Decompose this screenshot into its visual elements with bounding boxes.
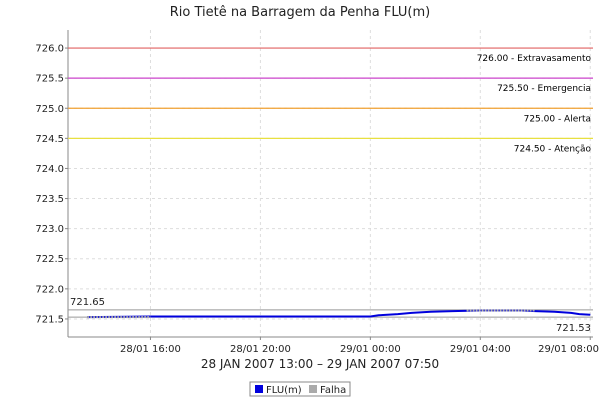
x-tick-label: 29/01 00:00 bbox=[340, 344, 401, 355]
y-tick-label: 724.0 bbox=[35, 164, 64, 175]
y-tick-label: 722.0 bbox=[35, 284, 64, 295]
x-tick-label: 29/01 04:00 bbox=[450, 344, 511, 355]
legend-box bbox=[249, 381, 351, 397]
series-line-flu bbox=[87, 309, 591, 319]
legend-swatch bbox=[255, 385, 263, 393]
reference-label-current: 721.53 bbox=[556, 323, 591, 334]
x-tick-label: 28/01 16:00 bbox=[120, 344, 181, 355]
x-tick-label: 29/01 08:00 bbox=[538, 344, 599, 355]
x-tick-label: 28/01 20:00 bbox=[230, 344, 291, 355]
legend-label: FLU(m) bbox=[266, 385, 302, 396]
x-axis-label: 28 JAN 2007 13:00 – 29 JAN 2007 07:50 bbox=[201, 357, 439, 371]
y-tick-label: 726.0 bbox=[35, 44, 64, 55]
legend-label: Falha bbox=[320, 385, 346, 396]
plot-area: 721.5 722.0 722.5 723.0 723.5 724.0 724.5 725.0… bbox=[35, 30, 599, 355]
y-tick-label: 724.5 bbox=[35, 134, 64, 145]
y-tick-label: 725.5 bbox=[35, 74, 64, 85]
reference-label-max: 721.65 bbox=[70, 297, 105, 308]
y-tick-label: 723.0 bbox=[35, 224, 64, 235]
threshold-label: 724.50 - Atenção bbox=[514, 144, 592, 154]
threshold-label: 726.00 - Extravasamento bbox=[477, 54, 592, 64]
y-tick-label: 722.5 bbox=[35, 254, 64, 265]
threshold-label: 725.50 - Emergencia bbox=[497, 84, 591, 94]
legend-swatch bbox=[309, 385, 317, 393]
plot-background bbox=[68, 30, 593, 337]
y-tick-label: 725.0 bbox=[35, 104, 64, 115]
chart-title: Rio Tietê na Barragem da Penha FLU(m) bbox=[170, 5, 431, 20]
legend: FLU(m) Falha bbox=[249, 381, 351, 397]
y-tick-label: 721.5 bbox=[35, 314, 64, 325]
y-tick-label: 723.5 bbox=[35, 194, 64, 205]
threshold-label: 725.00 - Alerta bbox=[524, 114, 591, 124]
